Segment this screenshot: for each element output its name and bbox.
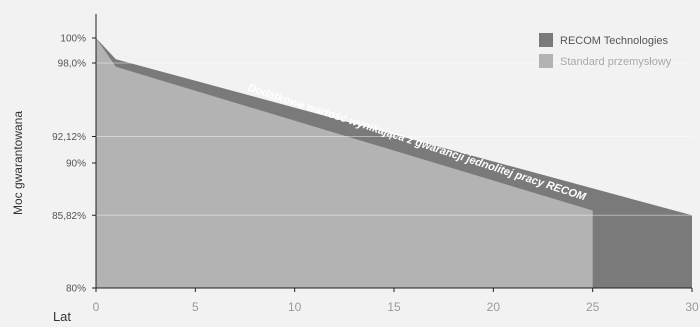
y-tick-label: 92,12% (52, 132, 86, 143)
gridlines (96, 62, 692, 216)
x-tick-label: 10 (288, 300, 302, 314)
y-tick-label: 98,0% (58, 59, 86, 70)
y-axis-label: Moc gwarantowana (11, 111, 25, 215)
x-tick-label: 0 (93, 300, 100, 314)
y-tick-label: 100% (60, 34, 86, 45)
y-tick-label: 90% (66, 159, 86, 170)
legend-label: RECOM Technologies (560, 35, 669, 47)
x-tick-label: 5 (192, 300, 199, 314)
x-tick-label: 30 (685, 300, 699, 314)
standard-area (96, 38, 593, 288)
x-tick-label: 25 (586, 300, 600, 314)
y-tick-label: 80% (66, 284, 86, 295)
legend-swatch (539, 54, 553, 68)
y-tick-label: 85,82% (52, 211, 86, 222)
x-tick-label: 15 (387, 300, 401, 314)
x-tick-label: 20 (487, 300, 501, 314)
legend: RECOM Technologies Standard przemysłowy (539, 33, 672, 68)
y-ticks: 100% 98,0% 92,12% 90% 85,82% 80% (52, 34, 96, 295)
legend-label: Standard przemysłowy (560, 56, 672, 68)
x-axis-label: Lat (53, 309, 71, 324)
x-ticks: 0 5 10 15 20 25 30 (93, 288, 699, 314)
legend-swatch (539, 33, 553, 47)
